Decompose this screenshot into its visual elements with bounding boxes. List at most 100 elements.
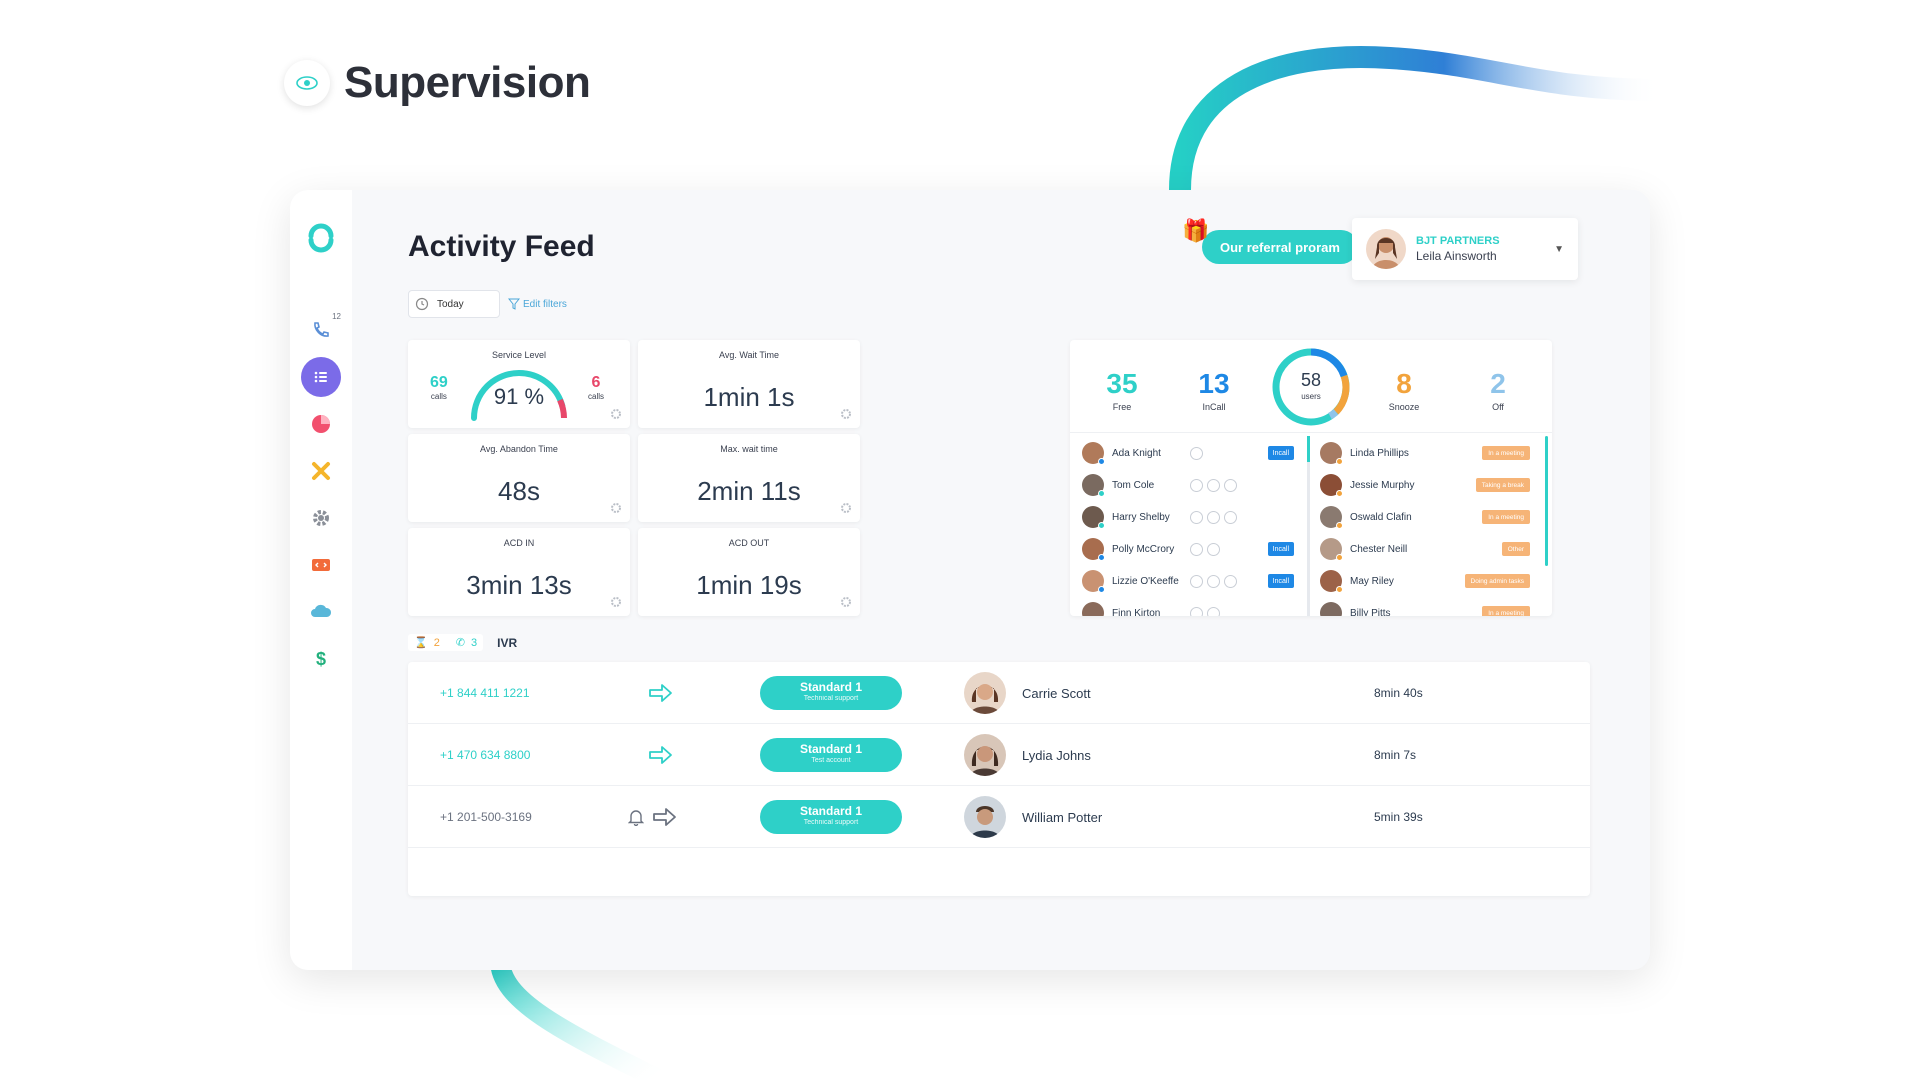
user-name: Ada Knight [1112,447,1161,459]
list-item[interactable]: Oswald Clafin In a meeting [1320,504,1546,530]
channel-icons [1190,478,1237,492]
status-badge: In a meeting [1482,510,1530,524]
account-switcher[interactable]: BJT PARTNERS Leila Ainsworth ▼ [1352,218,1578,280]
table-row[interactable]: +1 201-500-3169 Standard 1 Technical sup… [408,786,1590,848]
avatar [1320,474,1343,497]
list-item[interactable]: Polly McCrory Incall [1082,536,1304,562]
main-content: Activity Feed 🎁 Our referral proram BJT … [352,190,1650,970]
abandoned-calls-label: calls [588,392,605,401]
users-panel: 35 Free 13 InCall 58 users 8 Snooze [1070,340,1552,616]
transfer-arrow-icon[interactable] [652,806,678,828]
gear-icon[interactable] [610,502,622,514]
avatar [1082,474,1105,497]
code-icon [312,559,330,571]
transfer-arrow-icon[interactable] [648,744,674,766]
channel-icons [1190,446,1203,460]
snooze-users-stat[interactable]: 8 Snooze [1374,368,1434,412]
sidebar-item-activity-feed[interactable] [301,357,341,397]
agent-name: William Potter [1022,810,1103,825]
sidebar-item-integrations[interactable] [301,545,341,585]
gear-icon[interactable] [840,502,852,514]
bell-icon[interactable] [628,808,644,826]
free-users-stat[interactable]: 35 Free [1092,368,1152,412]
queue-subtitle: Technical support [803,695,859,702]
queue-subtitle: Test account [811,757,851,764]
avatar [1082,602,1104,616]
transfer-arrow-icon[interactable] [648,682,674,704]
channel-icons [1190,510,1237,524]
referral-program-button[interactable]: Our referral proram [1202,230,1358,264]
sidebar-item-tools[interactable] [301,451,341,491]
avatar [1320,506,1343,529]
list-item[interactable]: May Riley Doing admin tasks [1320,568,1546,594]
call-duration: 5min 39s [1374,810,1423,824]
status-badge: In a meeting [1482,446,1530,460]
call-duration: 8min 7s [1374,748,1417,762]
incall-users-stat[interactable]: 13 InCall [1184,368,1244,412]
users-donut: 58 users [1270,346,1352,428]
list-item[interactable]: Billy Pitts In a meeting [1320,600,1546,616]
acd-out-value: 1min 19s [696,570,802,600]
list-item[interactable]: Ada Knight Incall [1082,440,1304,466]
table-row[interactable]: +1 844 411 1221 Standard 1 Technical sup… [408,662,1590,724]
list-item[interactable]: Chester Neill Other [1320,536,1546,562]
chevron-down-icon[interactable]: ▼ [1554,243,1564,255]
avatar [1320,570,1343,593]
queue-badge[interactable]: Standard 1 Test account [760,738,902,772]
filter-icon [508,298,520,310]
answered-calls-label: calls [430,392,447,401]
answered-calls: 69 calls [430,374,448,401]
sidebar-item-calls[interactable]: 12 [301,310,341,350]
sidebar-item-settings[interactable] [301,498,341,538]
agent-name: Lydia Johns [1022,748,1091,763]
gear-icon[interactable] [610,408,622,420]
status-badge: Taking a break [1475,478,1530,492]
sidebar-item-cloud[interactable] [301,592,341,632]
filter-bar: Today Edit filters [408,290,567,318]
column-scrollbar[interactable] [1307,436,1310,616]
list-item[interactable]: Harry Shelby [1082,504,1304,530]
max-wait-card: Max. wait time 2min 11s [638,434,860,522]
user-name: Tom Cole [1112,479,1155,491]
date-filter[interactable]: Today [408,290,500,318]
eye-icon [284,60,330,106]
total-users-label: users [1301,392,1321,401]
sidebar-item-billing[interactable]: $ [301,639,341,679]
hourglass-icon: ⌛ [414,637,428,649]
status-badge: In a meeting [1482,606,1530,616]
acd-in-label: ACD IN [503,538,535,548]
acd-out-card: ACD OUT 1min 19s [638,528,860,616]
queue-badge[interactable]: Standard 1 Technical support [760,676,902,710]
ivr-counters[interactable]: ⌛ 2 ✆ 3 [408,634,484,651]
avatar [1082,506,1105,529]
list-item[interactable]: Linda Phillips In a meeting [1320,440,1546,466]
edit-filters-link[interactable]: Edit filters [508,298,567,310]
waiting-count: 2 [433,636,440,649]
status-badge: Other [1501,542,1530,556]
app-logo-icon[interactable] [305,222,337,254]
gear-icon[interactable] [840,596,852,608]
user-name: Oswald Clafin [1350,511,1412,523]
off-users-stat[interactable]: 2 Off [1468,368,1528,412]
right-column-scrollbar[interactable] [1545,436,1548,566]
list-item[interactable]: Lizzie O'Keeffe Incall [1082,568,1304,594]
dollar-icon: $ [316,649,326,669]
queue-badge[interactable]: Standard 1 Technical support [760,800,902,834]
gear-icon[interactable] [610,596,622,608]
off-users-count: 2 [1490,368,1506,399]
table-row[interactable]: +1 470 634 8800 Standard 1 Test account … [408,724,1590,786]
list-item[interactable]: Jessie Murphy Taking a break [1320,472,1546,498]
list-item[interactable]: Tom Cole [1082,472,1304,498]
abandoned-calls: 6 calls [588,374,604,401]
avg-wait-value: 1min 1s [703,382,795,412]
free-users-label: Free [1112,402,1132,412]
calls-badge: 12 [332,312,341,321]
avatar [1320,602,1342,616]
list-item[interactable]: Finn Kirton [1082,600,1304,616]
referral-area: 🎁 Our referral proram [1182,218,1358,264]
sidebar-item-analytics[interactable] [301,404,341,444]
acd-in-value: 3min 13s [466,570,572,600]
phone-icon: ✆ [455,637,466,649]
service-level-card: Service Level 69 calls 91 % 6 calls [408,340,630,428]
gear-icon[interactable] [840,408,852,420]
